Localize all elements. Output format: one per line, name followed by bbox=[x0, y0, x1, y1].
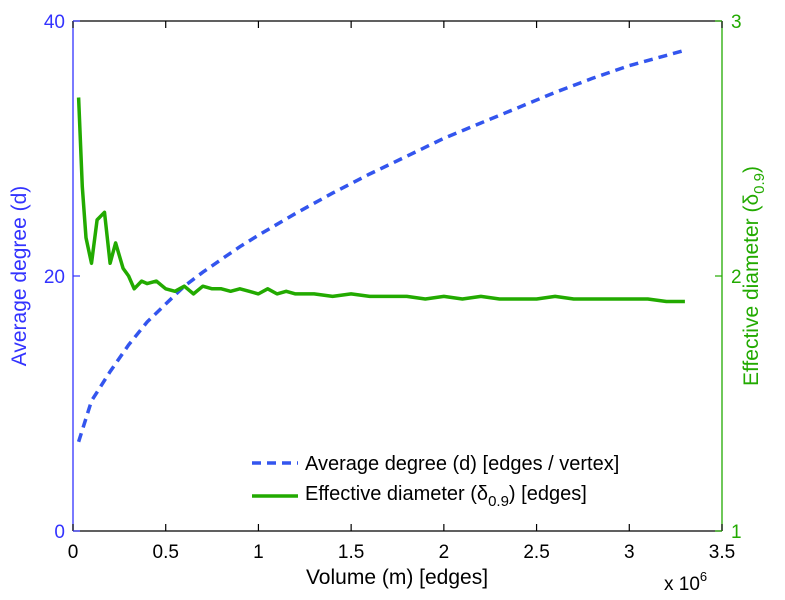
legend-label-diameter-tail: ) [edges] bbox=[509, 483, 587, 505]
left-axis-label: Average degree (d) bbox=[8, 186, 31, 367]
x-exponent-power: 6 bbox=[700, 569, 707, 584]
x-tick-label: 0 bbox=[68, 542, 79, 563]
right-axis-ticks: 1 2 3 bbox=[715, 12, 742, 543]
right-axis-label-sub: 0.9 bbox=[751, 173, 768, 194]
left-tick-label: 20 bbox=[44, 267, 65, 288]
right-axis-label-tail: ) bbox=[740, 166, 763, 173]
right-tick-label: 3 bbox=[731, 12, 742, 33]
series-layer bbox=[76, 48, 686, 443]
legend-label-diameter-main: Effective diameter (δ bbox=[305, 483, 488, 505]
right-axis-label-main: Effective diameter (δ bbox=[740, 194, 763, 386]
left-tick-label: 40 bbox=[44, 12, 65, 33]
legend: Average degree (d) [edges / vertex] Effe… bbox=[252, 453, 619, 510]
x-tick-label: 2 bbox=[439, 542, 450, 563]
series-line-effective-diameter bbox=[76, 97, 685, 304]
x-tick-label: 3.5 bbox=[709, 542, 735, 563]
x-ticks: 0 0.5 1 1.5 2 2.5 3 3.5 bbox=[68, 21, 735, 563]
x-axis-label: Volume (m) [edges] bbox=[306, 566, 488, 589]
legend-label-degree: Average degree (d) [edges / vertex] bbox=[305, 453, 619, 475]
right-tick-label: 2 bbox=[731, 267, 742, 288]
x-tick-label: 2.5 bbox=[523, 542, 549, 563]
plot-area bbox=[73, 21, 722, 531]
right-tick-label: 1 bbox=[731, 522, 742, 543]
legend-label-diameter-sub: 0.9 bbox=[488, 493, 509, 510]
left-axis-ticks: 0 20 40 bbox=[44, 12, 80, 543]
x-tick-label: 0.5 bbox=[153, 542, 179, 563]
right-axis-label: Effective diameter (δ0.9) bbox=[740, 166, 768, 386]
x-tick-label: 3 bbox=[624, 542, 635, 563]
legend-label-diameter: Effective diameter (δ0.9) [edges] bbox=[305, 483, 587, 510]
x-tick-label: 1 bbox=[253, 542, 264, 563]
x-exponent-label: x 106 bbox=[664, 569, 707, 595]
left-tick-label: 0 bbox=[54, 522, 65, 543]
x-exponent-base: x 10 bbox=[664, 574, 700, 595]
x-tick-label: 1.5 bbox=[338, 542, 364, 563]
